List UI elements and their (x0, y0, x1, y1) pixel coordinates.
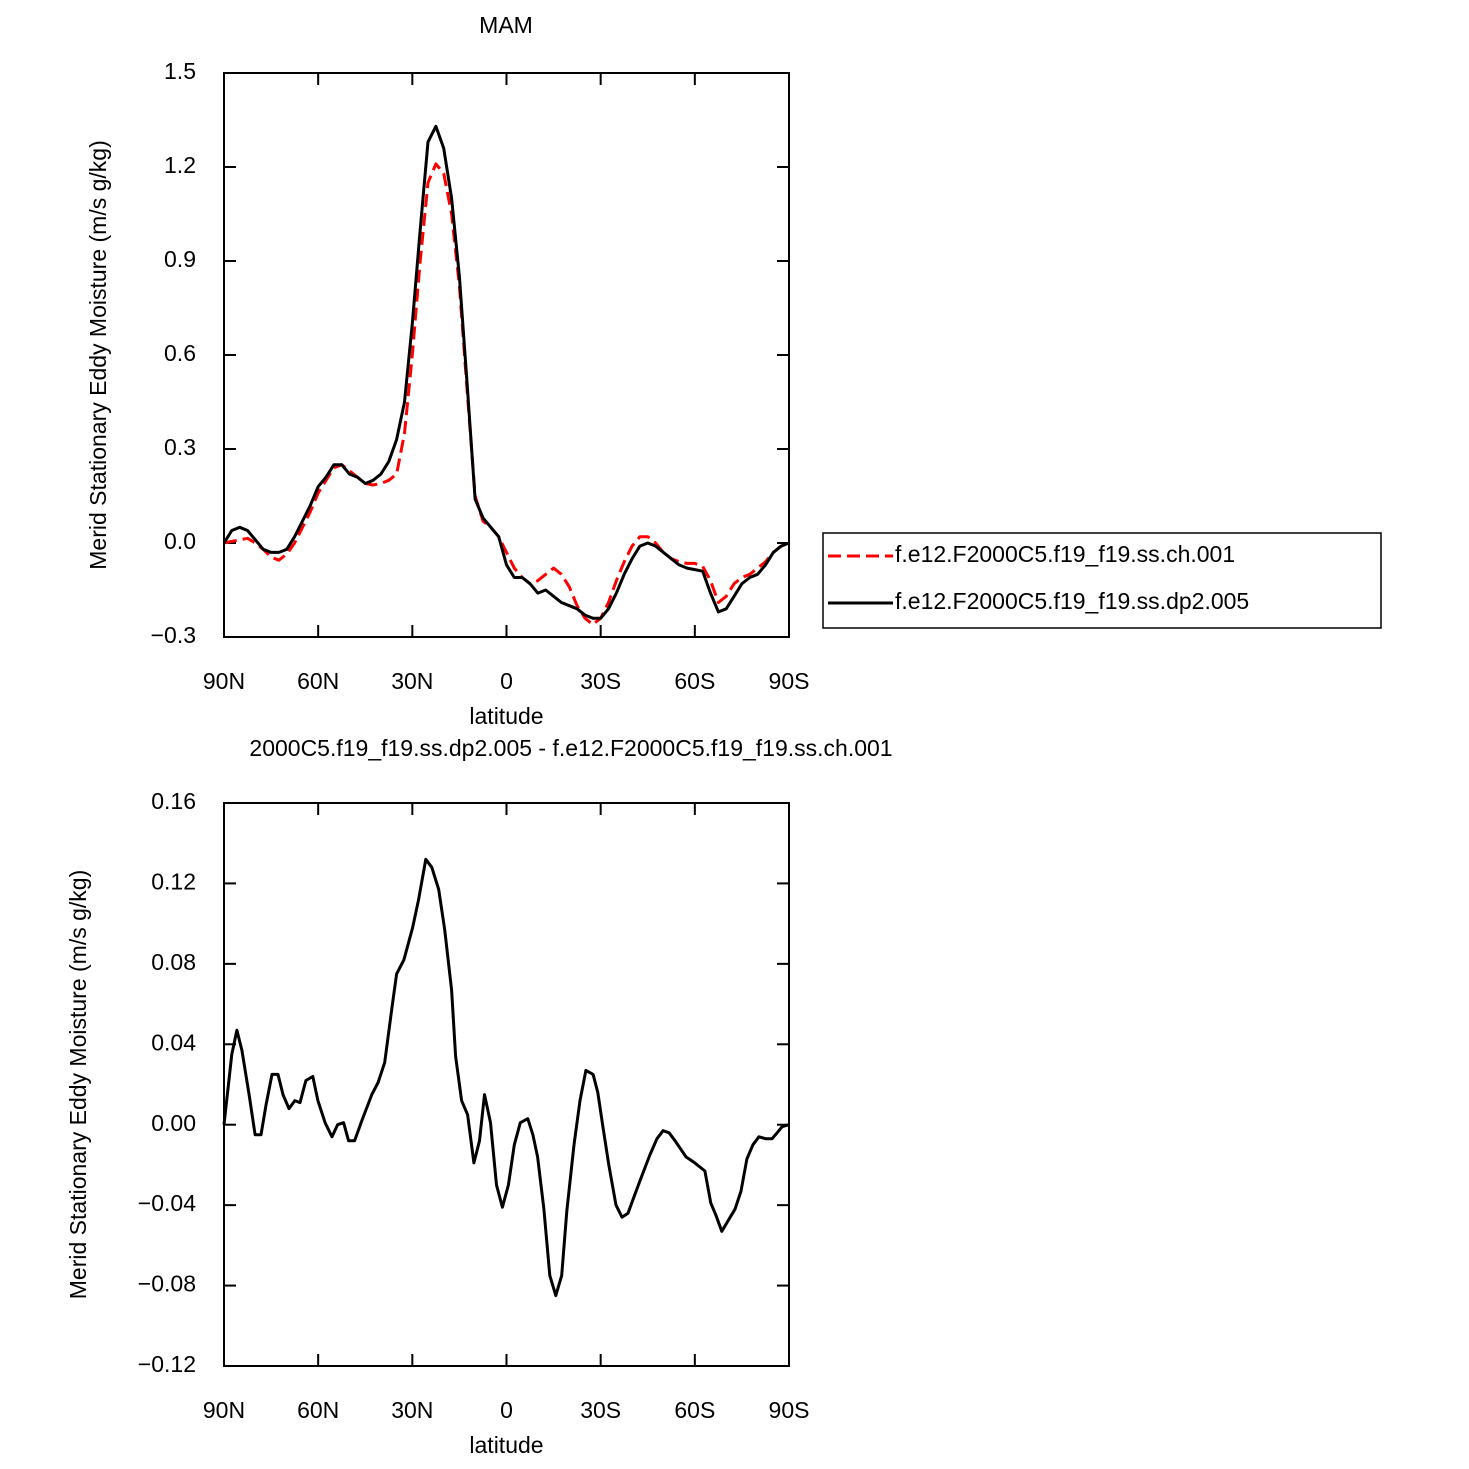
x-tick-label: 60N (297, 668, 339, 694)
y-axis-label: Merid Stationary Eddy Moisture (m/s g/kg… (85, 140, 111, 569)
chart-title: 2000C5.f19_f19.ss.dp2.005 - f.e12.F2000C… (249, 735, 892, 761)
data-line (222, 124, 790, 620)
x-tick-label: 90N (203, 668, 245, 694)
y-tick-label: 0.00 (151, 1110, 196, 1136)
x-tick-label: 60S (674, 668, 715, 694)
y-tick-label: 0.16 (151, 788, 196, 814)
x-tick-label: 90N (203, 1397, 245, 1423)
x-tick-label: 90S (769, 668, 810, 694)
x-tick-label: 0 (500, 668, 513, 694)
data-line (223, 162, 790, 626)
y-tick-label: 0.04 (151, 1029, 196, 1055)
x-tick-label: 90S (769, 1397, 810, 1423)
x-tick-label: 30N (391, 668, 433, 694)
y-tick-label: 0.0 (164, 528, 196, 554)
y-axis-label: Merid Stationary Eddy Moisture (m/s g/kg… (65, 870, 91, 1299)
chart-title: MAM (479, 12, 533, 38)
x-axis-label: latitude (469, 703, 543, 729)
x-tick-label: 30S (580, 1397, 621, 1423)
legend-box (822, 532, 1382, 629)
plot-frame (223, 72, 790, 638)
x-tick-label: 30N (391, 1397, 433, 1423)
plot-frame (223, 802, 790, 1367)
y-tick-label: 0.9 (164, 246, 196, 272)
legend-label: f.e12.F2000C5.f19_f19.ss.dp2.005 (895, 588, 1249, 614)
x-tick-label: 30S (580, 668, 621, 694)
x-tick-label: 60S (674, 1397, 715, 1423)
y-tick-label: −0.12 (138, 1351, 196, 1377)
y-tick-label: 0.3 (164, 434, 196, 460)
x-tick-label: 0 (500, 1397, 513, 1423)
x-tick-label: 60N (297, 1397, 339, 1423)
y-tick-label: −0.04 (138, 1190, 196, 1216)
y-tick-label: 0.6 (164, 340, 196, 366)
y-tick-label: −0.08 (138, 1271, 196, 1297)
x-axis-label: latitude (469, 1432, 543, 1458)
y-tick-label: 1.2 (164, 152, 196, 178)
legend-label: f.e12.F2000C5.f19_f19.ss.ch.001 (895, 541, 1235, 567)
y-tick-label: 0.08 (151, 949, 196, 975)
y-tick-label: 1.5 (164, 58, 196, 84)
data-line (222, 857, 790, 1298)
y-tick-label: 0.12 (151, 869, 196, 895)
y-tick-label: −0.3 (151, 622, 196, 648)
